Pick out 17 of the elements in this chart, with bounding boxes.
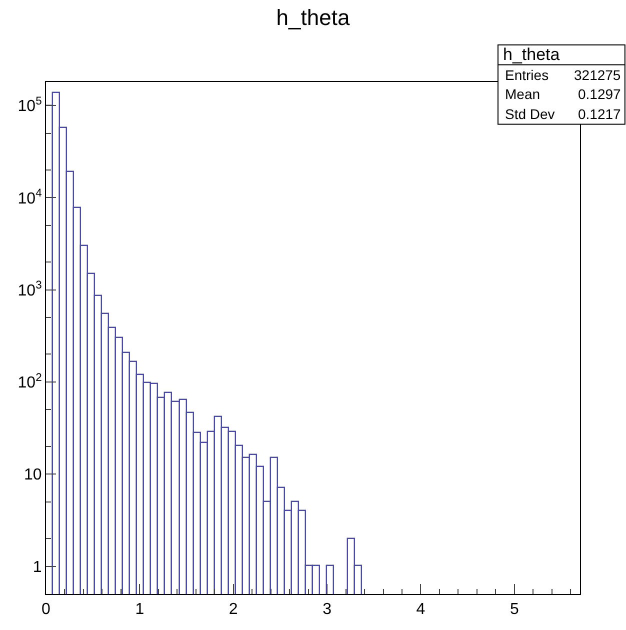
x-tick-label: 2: [228, 601, 238, 618]
y-tick-label: 10$^{3}$: [18, 280, 42, 300]
x-tick-label: 3: [322, 601, 332, 618]
x-tick-label: 0: [42, 601, 51, 618]
y-tick-label: 1: [32, 558, 42, 576]
x-tick-label: 1: [135, 601, 144, 618]
y-tick-label: 10$^{2}$: [18, 372, 42, 392]
x-tick-label: 4: [416, 601, 426, 618]
text: h_theta: [503, 45, 560, 64]
text: Entries 321275: [505, 67, 621, 83]
y-tick-label: 10: [24, 466, 42, 484]
text: Std Dev 0.1217: [505, 106, 621, 122]
y-tick-label: 10$^{4}$: [18, 188, 42, 208]
y-tick-label: 10$^{5}$: [18, 95, 42, 116]
x-tick-label: 5: [510, 601, 519, 618]
text: Mean 0.1297: [505, 86, 621, 102]
chart-title: h_theta: [276, 4, 350, 30]
